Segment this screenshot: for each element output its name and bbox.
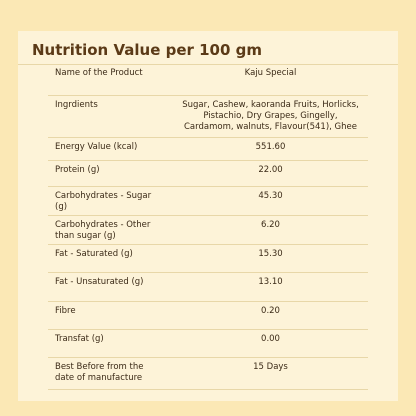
row-label: Fat - Saturated (g)	[48, 244, 159, 273]
nutrition-table: Name of the Product Kaju Special Ingrdient…	[48, 64, 368, 390]
row-value: Kaju Special	[159, 64, 368, 96]
table-row: Carbohydrates - Sugar (g) 45.30	[48, 186, 368, 216]
row-label: Ingrdients	[48, 95, 159, 138]
row-value: 22.00	[159, 160, 368, 187]
row-value: 15.30	[159, 244, 368, 273]
row-value: 13.10	[159, 272, 368, 302]
title: Nutrition Value per 100 gm	[32, 41, 263, 59]
row-value: 0.00	[159, 329, 368, 358]
row-label: Energy Value (kcal)	[48, 137, 159, 161]
row-label: Protein (g)	[48, 160, 159, 187]
row-value: 0.20	[159, 301, 368, 330]
row-label: Fat - Unsaturated (g)	[48, 272, 159, 302]
table-row: Fat - Unsaturated (g) 13.10	[48, 272, 368, 302]
row-label: Carbohydrates - Sugar (g)	[48, 186, 159, 216]
table-row: Carbohydrates - Other than sugar (g) 6.20	[48, 215, 368, 245]
table-row: Protein (g) 22.00	[48, 160, 368, 187]
row-value: 15 Days	[159, 357, 368, 390]
panel: Nutrition Value per 100 gm Name of the P…	[18, 31, 398, 401]
row-value: Sugar, Cashew, kaoranda Fruits, Horlicks…	[159, 95, 368, 138]
row-label: Carbohydrates - Other than sugar (g)	[48, 215, 159, 245]
row-label: Name of the Product	[48, 64, 159, 96]
table-row: Fat - Saturated (g) 15.30	[48, 244, 368, 273]
table-row: Fibre 0.20	[48, 301, 368, 330]
table-row: Transfat (g) 0.00	[48, 329, 368, 358]
row-label: Best Before from the date of manufacture	[48, 357, 159, 390]
row-label: Transfat (g)	[48, 329, 159, 358]
table-row: Energy Value (kcal) 551.60	[48, 137, 368, 161]
row-value: 551.60	[159, 137, 368, 161]
table-row: Name of the Product Kaju Special	[48, 64, 368, 96]
table-row: Ingrdients Sugar, Cashew, kaoranda Fruits…	[48, 95, 368, 138]
row-value: 45.30	[159, 186, 368, 216]
row-value: 6.20	[159, 215, 368, 245]
table-row: Best Before from the date of manufacture…	[48, 357, 368, 390]
row-label: Fibre	[48, 301, 159, 330]
